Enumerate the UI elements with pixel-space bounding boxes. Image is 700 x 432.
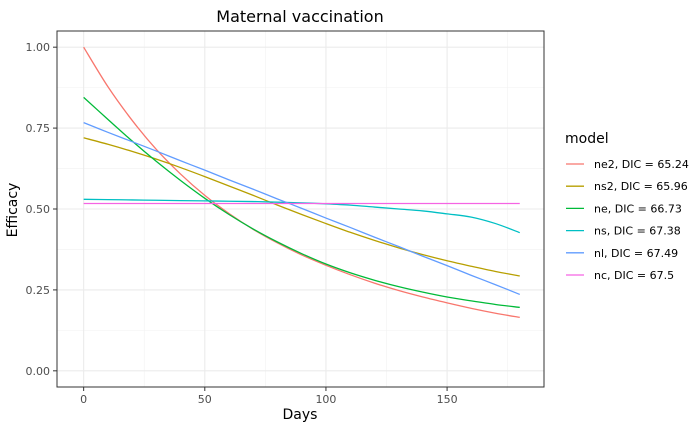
legend-label: ne2, DIC = 65.24 (594, 158, 689, 171)
x-tick-label: 50 (198, 393, 212, 406)
x-axis: 0 50 100 150 (80, 387, 458, 406)
y-axis: 0.00 0.25 0.50 0.75 1.00 (26, 41, 57, 378)
series-line-4 (83, 121, 521, 296)
legend-item: ne2, DIC = 65.24 (566, 158, 689, 171)
y-tick-label: 0.75 (26, 122, 51, 135)
legend-item: nc, DIC = 67.5 (566, 269, 674, 282)
y-tick-label: 1.00 (26, 41, 51, 54)
legend-item: ns2, DIC = 65.96 (566, 180, 688, 193)
y-tick-label: 0.25 (26, 284, 51, 297)
y-tick-label: 0.50 (26, 203, 51, 216)
legend-label: ne, DIC = 66.73 (594, 202, 682, 215)
y-axis-label: Efficacy (5, 183, 21, 238)
legend-label: nl, DIC = 67.49 (594, 247, 678, 260)
legend-title: model (565, 131, 609, 147)
chart-title: Maternal vaccination (216, 7, 383, 26)
x-tick-label: 150 (437, 393, 458, 406)
legend-item: ne, DIC = 66.73 (566, 202, 682, 215)
x-axis-label: Days (283, 407, 318, 423)
x-tick-label: 0 (80, 393, 87, 406)
x-tick-label: 100 (315, 393, 336, 406)
series-line-1 (83, 137, 520, 277)
y-tick-label: 0.00 (26, 365, 51, 378)
legend-item: ns, DIC = 67.38 (566, 225, 681, 238)
legend-item: nl, DIC = 67.49 (566, 247, 678, 260)
series-line-2 (83, 96, 520, 309)
legend-label: nc, DIC = 67.5 (594, 269, 674, 282)
legend: model ne2, DIC = 65.24 ns2, DIC = 65.96 ne… (565, 131, 689, 282)
series-lines (83, 46, 521, 319)
legend-label: ns, DIC = 67.38 (594, 225, 681, 238)
series-line-0 (83, 46, 520, 319)
legend-label: ns2, DIC = 65.96 (594, 180, 688, 193)
